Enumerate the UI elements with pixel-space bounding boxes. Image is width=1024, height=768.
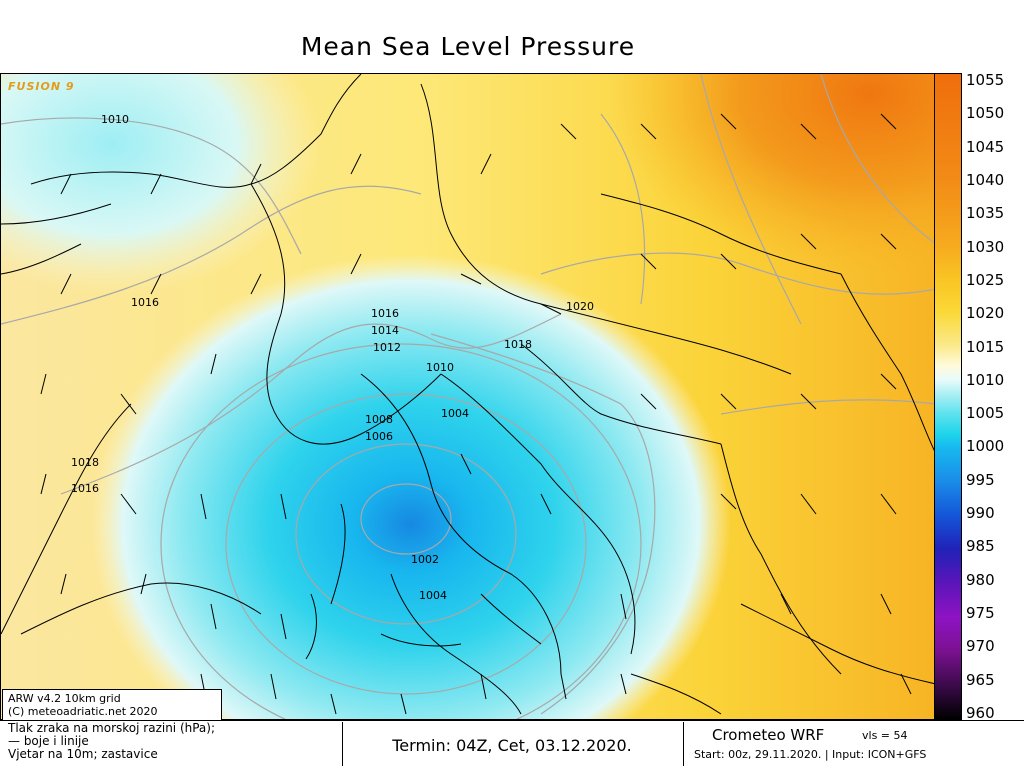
- model-vls: vls = 54: [862, 729, 908, 742]
- isobar-label: 1002: [411, 553, 439, 566]
- footer-bar: [0, 720, 1024, 768]
- isobar-label: 1018: [504, 338, 532, 351]
- forecast-time: Termin: 04Z, Cet, 03.12.2020.: [392, 735, 632, 755]
- colorbar-label: 995: [966, 470, 995, 489]
- credit-line-1: ARW v4.2 10km grid: [8, 692, 121, 705]
- isobar-label: 1010: [101, 113, 129, 126]
- colorbar-label: 1025: [966, 270, 1005, 289]
- northwest-field: [1, 74, 321, 294]
- colorbar-label: 1015: [966, 337, 1005, 356]
- colorbar-label: 1030: [966, 237, 1005, 256]
- pressure-colorbar: [934, 73, 962, 720]
- legend-line-3: Vjetar na 10m; zastavice: [8, 747, 158, 761]
- isobar-label: 1012: [373, 341, 401, 354]
- colorbar-label: 960: [966, 704, 995, 722]
- colorbar-label: 975: [966, 604, 995, 623]
- colorbar-label: 1035: [966, 204, 1005, 223]
- colorbar-label: 1040: [966, 170, 1005, 189]
- legend-line-2: — boje i linije: [8, 734, 89, 748]
- colorbar-label: 1005: [966, 404, 1005, 423]
- model-name: Crometeo WRF: [712, 726, 825, 744]
- isobar-label: 1008: [365, 413, 393, 426]
- colorbar-label: 1050: [966, 104, 1005, 123]
- colorbar-labels: 1055 1050 1045 1040 1035 1030 1025 1020 1015 1010…: [962, 71, 1024, 722]
- isobar-label: 1016: [371, 307, 399, 320]
- colorbar-label: 1045: [966, 137, 1005, 156]
- map-title: Mean Sea Level Pressure: [300, 32, 636, 61]
- credits-box: ARW v4.2 10km grid (C) meteoadriatic.net…: [2, 689, 222, 721]
- isobar-label: 1014: [371, 324, 399, 337]
- colorbar-label: 1000: [966, 437, 1005, 456]
- isobar-label: 1018: [71, 456, 99, 469]
- credit-line-2: (C) meteoadriatic.net 2020: [8, 705, 158, 718]
- isobar-label: 1004: [419, 589, 447, 602]
- colorbar-label: 1055: [966, 71, 1005, 89]
- colorbar-label: 965: [966, 670, 995, 689]
- isobar-label: 1010: [426, 361, 454, 374]
- legend-line-1: Tlak zraka na morskoj razini (hPa);: [8, 721, 216, 735]
- footer-divider: [683, 722, 684, 766]
- isobar-labels: 1010 1016 1018 1016 1016 1014 1012 1010 …: [71, 113, 594, 602]
- model-info: Crometeo WRF vls = 54 Start: 00z, 29.11.…: [684, 722, 1024, 768]
- isobar-label: 1020: [566, 300, 594, 313]
- coastlines-and-borders: [1, 74, 934, 715]
- colorbar-label: 970: [966, 637, 995, 656]
- colorbar-label: 990: [966, 504, 995, 523]
- isobars: [1, 74, 934, 719]
- colorbar-label: 1020: [966, 304, 1005, 323]
- isobar-label: 1016: [71, 482, 99, 495]
- wind-barbs: [40, 113, 912, 715]
- map-canvas: 1010 1016 1018 1016 1016 1014 1012 1010 …: [1, 74, 934, 719]
- isobar-label: 1006: [365, 430, 393, 443]
- pressure-map[interactable]: 1010 1016 1018 1016 1016 1014 1012 1010 …: [0, 73, 935, 720]
- fusion-tag: FUSION 9: [8, 80, 75, 93]
- colorbar-label: 1010: [966, 370, 1005, 389]
- colorbar-label: 985: [966, 537, 995, 556]
- legend-text: Tlak zraka na morskoj razini (hPa); — bo…: [2, 722, 342, 766]
- isobar-label: 1016: [131, 296, 159, 309]
- colorbar-label: 980: [966, 570, 995, 589]
- footer-divider: [342, 722, 343, 766]
- model-start: Start: 00z, 29.11.2020. | Input: ICON+GF…: [694, 748, 927, 761]
- isobar-label: 1004: [441, 407, 469, 420]
